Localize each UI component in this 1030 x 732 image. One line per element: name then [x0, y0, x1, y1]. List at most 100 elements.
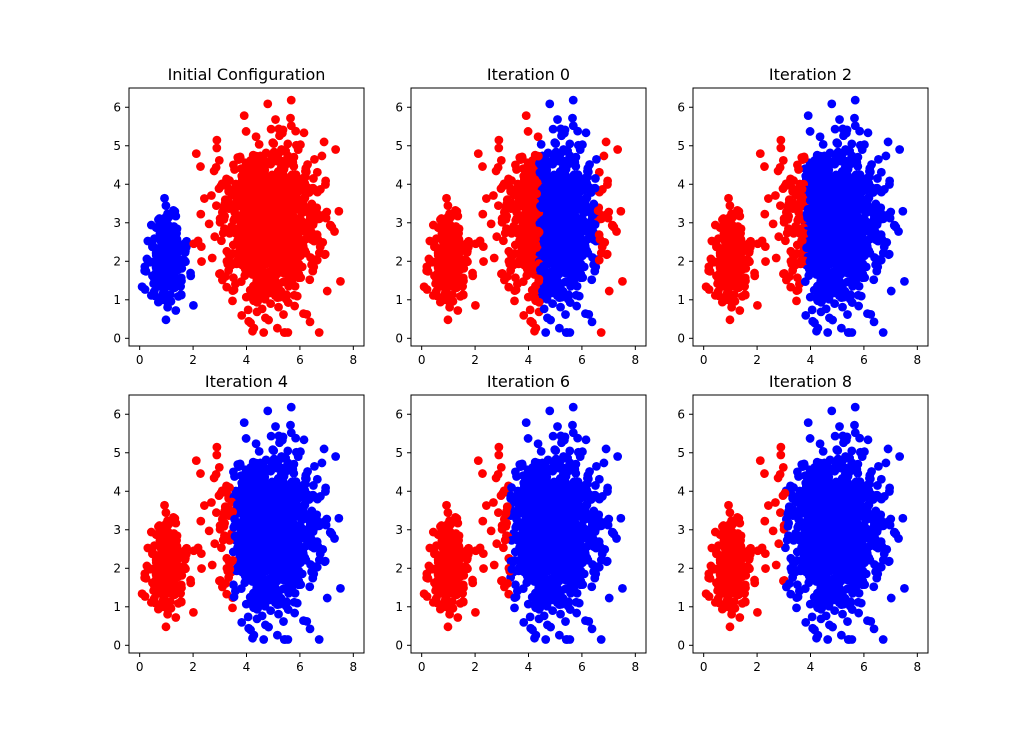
scatter-point	[305, 317, 315, 327]
scatter-point	[285, 226, 295, 236]
scatter-point	[594, 230, 604, 240]
scatter-point	[539, 304, 549, 314]
scatter-point	[196, 209, 206, 219]
scatter-point	[593, 206, 603, 216]
scatter-point	[521, 111, 531, 121]
scatter-point	[146, 597, 156, 607]
scatter-point	[838, 187, 848, 197]
scatter-point	[171, 613, 181, 622]
scatter-point	[229, 285, 239, 295]
y-tick-label: 5	[395, 139, 403, 153]
scatter-point	[860, 273, 870, 282]
scatter-point	[546, 315, 555, 325]
scatter-point	[717, 297, 727, 307]
scatter-point	[140, 569, 150, 579]
scatter-point	[274, 234, 284, 244]
scatter-point	[512, 165, 521, 174]
scatter-point	[568, 113, 577, 123]
scatter-point	[186, 271, 196, 281]
scatter-point	[830, 124, 840, 134]
scatter-point	[718, 214, 728, 224]
scatter-point	[164, 281, 173, 291]
scatter-point	[331, 145, 341, 154]
scatter-point	[147, 257, 157, 267]
scatter-point	[318, 237, 328, 247]
scatter-point	[771, 191, 780, 200]
scatter-point	[212, 143, 222, 153]
scatter-point	[445, 266, 455, 276]
scatter-point	[550, 259, 560, 268]
scatter-point	[435, 297, 445, 307]
scatter-point	[813, 323, 823, 333]
scatter-point	[778, 184, 788, 194]
scatter-point	[711, 257, 721, 267]
scatter-point	[534, 274, 544, 284]
scatter-point	[204, 219, 214, 229]
scatter-point	[728, 281, 737, 291]
scatter-point	[573, 126, 583, 136]
scatter-point	[241, 599, 251, 609]
scatter-point	[336, 277, 345, 286]
scatter-point	[302, 309, 312, 319]
scatter-point	[334, 513, 344, 523]
scatter-point	[290, 195, 300, 205]
scatter-point	[883, 137, 893, 147]
scatter-point	[275, 131, 284, 141]
scatter-point	[486, 219, 496, 229]
scatter-point	[268, 259, 278, 268]
scatter-point	[550, 138, 560, 148]
scatter-point	[265, 209, 275, 219]
scatter-point	[243, 226, 253, 236]
scatter-point	[822, 152, 832, 162]
scatter-point	[212, 508, 221, 518]
scatter-point	[271, 422, 280, 431]
scatter-point	[545, 252, 555, 262]
scatter-point	[250, 189, 259, 199]
scatter-point	[253, 158, 262, 168]
y-tick-label: 3	[113, 216, 121, 230]
scatter-point	[302, 228, 311, 238]
y-tick-label: 1	[113, 293, 121, 307]
scatter-point	[821, 215, 831, 225]
scatter-point	[522, 271, 532, 281]
scatter-point	[561, 172, 571, 181]
scatter-point	[212, 201, 221, 211]
y-tick-label: 4	[113, 177, 121, 191]
scatter-point	[536, 139, 546, 149]
scatter-point	[816, 297, 826, 307]
y-tick-label: 3	[677, 216, 685, 230]
scatter-point	[166, 296, 176, 306]
scatter-point	[807, 226, 817, 236]
scatter-point	[166, 565, 176, 575]
scatter-point	[566, 281, 576, 291]
scatter-point	[235, 154, 245, 163]
scatter-point	[832, 138, 842, 148]
scatter-point	[150, 541, 159, 551]
scatter-point	[789, 176, 798, 185]
scatter-point	[548, 299, 558, 309]
scatter-point	[210, 232, 220, 242]
scatter-point	[214, 462, 224, 472]
scatter-point	[230, 472, 239, 481]
scatter-point	[712, 271, 721, 281]
scatter-point	[866, 203, 876, 213]
scatter-point	[851, 187, 860, 197]
scatter-point	[241, 292, 251, 302]
scatter-point	[459, 263, 469, 273]
scatter-point	[804, 264, 814, 273]
scatter-point	[225, 257, 235, 267]
scatter-point	[140, 262, 150, 272]
subplot-title: Iteration 2	[769, 65, 852, 84]
scatter-point	[525, 219, 535, 229]
scatter-point	[237, 617, 247, 627]
scatter-point	[817, 168, 827, 177]
scatter-point	[263, 406, 273, 416]
scatter-point	[818, 201, 827, 211]
scatter-point	[895, 145, 905, 154]
scatter-point	[801, 310, 811, 320]
scatter-point	[515, 236, 525, 246]
scatter-point	[523, 127, 533, 136]
scatter-point	[272, 323, 282, 333]
scatter-point	[755, 149, 765, 158]
